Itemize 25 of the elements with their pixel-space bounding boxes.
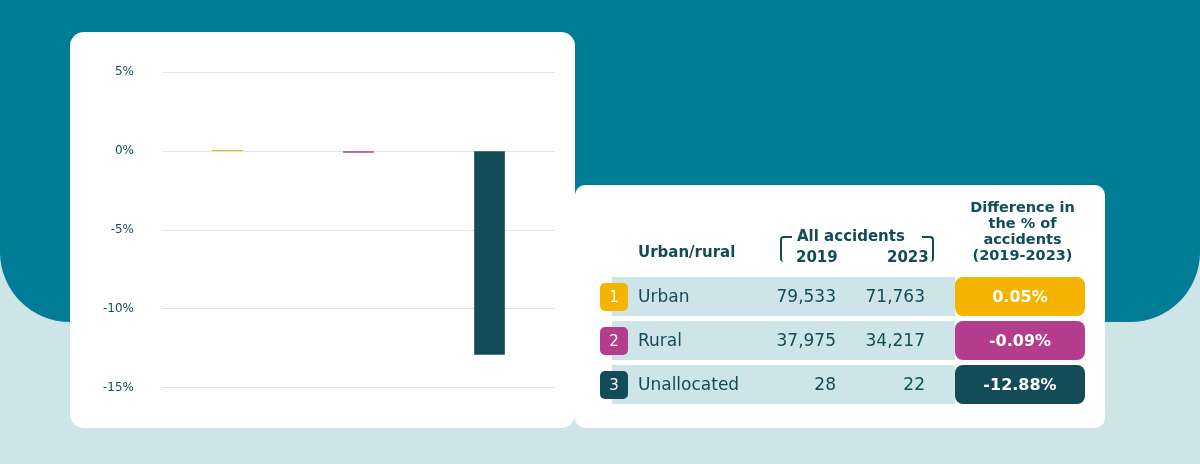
text: Unallocated bbox=[638, 374, 740, 394]
text: 28 bbox=[813, 374, 836, 394]
text: 22 bbox=[902, 374, 925, 394]
text: 2019 bbox=[796, 248, 838, 266]
y-tick-label: -15% bbox=[102, 379, 134, 394]
text: 2 bbox=[600, 327, 628, 355]
text: Difference in the % of accidents (2019-2023) bbox=[969, 199, 1076, 263]
text: All accidents bbox=[797, 227, 905, 245]
y-tick-label: -10% bbox=[102, 301, 134, 316]
text: -0.09% bbox=[955, 321, 1085, 360]
text: 34,217 bbox=[864, 330, 925, 350]
text: 0.05% bbox=[955, 277, 1085, 316]
y-tick-label: -5% bbox=[110, 222, 134, 237]
text: 79,533 bbox=[775, 286, 836, 306]
text: Rural bbox=[638, 330, 682, 350]
text: Urban/rural bbox=[638, 243, 736, 261]
text: 37,975 bbox=[775, 330, 836, 350]
text: 2023 bbox=[887, 248, 929, 266]
text: Urban bbox=[638, 286, 690, 306]
text: 71,763 bbox=[864, 286, 925, 306]
text: -12.88% bbox=[955, 365, 1085, 404]
y-tick-label: 5% bbox=[114, 64, 134, 79]
y-tick-label: 0% bbox=[114, 143, 134, 158]
text: 3 bbox=[600, 371, 628, 399]
text: 1 bbox=[600, 283, 628, 311]
